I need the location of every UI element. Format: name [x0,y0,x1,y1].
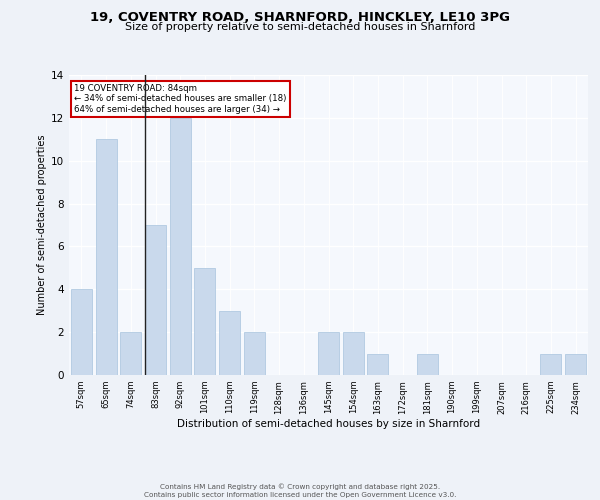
Bar [343,332,364,375]
Text: 19, COVENTRY ROAD, SHARNFORD, HINCKLEY, LE10 3PG: 19, COVENTRY ROAD, SHARNFORD, HINCKLEY, … [90,11,510,24]
Bar [120,332,141,375]
Bar [367,354,388,375]
X-axis label: Distribution of semi-detached houses by size in Sharnford: Distribution of semi-detached houses by … [177,420,480,430]
Text: 19 COVENTRY ROAD: 84sqm
← 34% of semi-detached houses are smaller (18)
64% of se: 19 COVENTRY ROAD: 84sqm ← 34% of semi-de… [74,84,287,114]
Y-axis label: Number of semi-detached properties: Number of semi-detached properties [37,134,47,316]
Bar [170,118,191,375]
Text: Contains HM Land Registry data © Crown copyright and database right 2025.
Contai: Contains HM Land Registry data © Crown c… [144,484,456,498]
Bar [194,268,215,375]
Bar [95,140,116,375]
Bar [565,354,586,375]
Bar [145,225,166,375]
Bar [71,290,92,375]
Bar [417,354,438,375]
Bar [244,332,265,375]
Bar [219,310,240,375]
Bar [541,354,562,375]
Text: Size of property relative to semi-detached houses in Sharnford: Size of property relative to semi-detach… [125,22,475,32]
Bar [318,332,339,375]
